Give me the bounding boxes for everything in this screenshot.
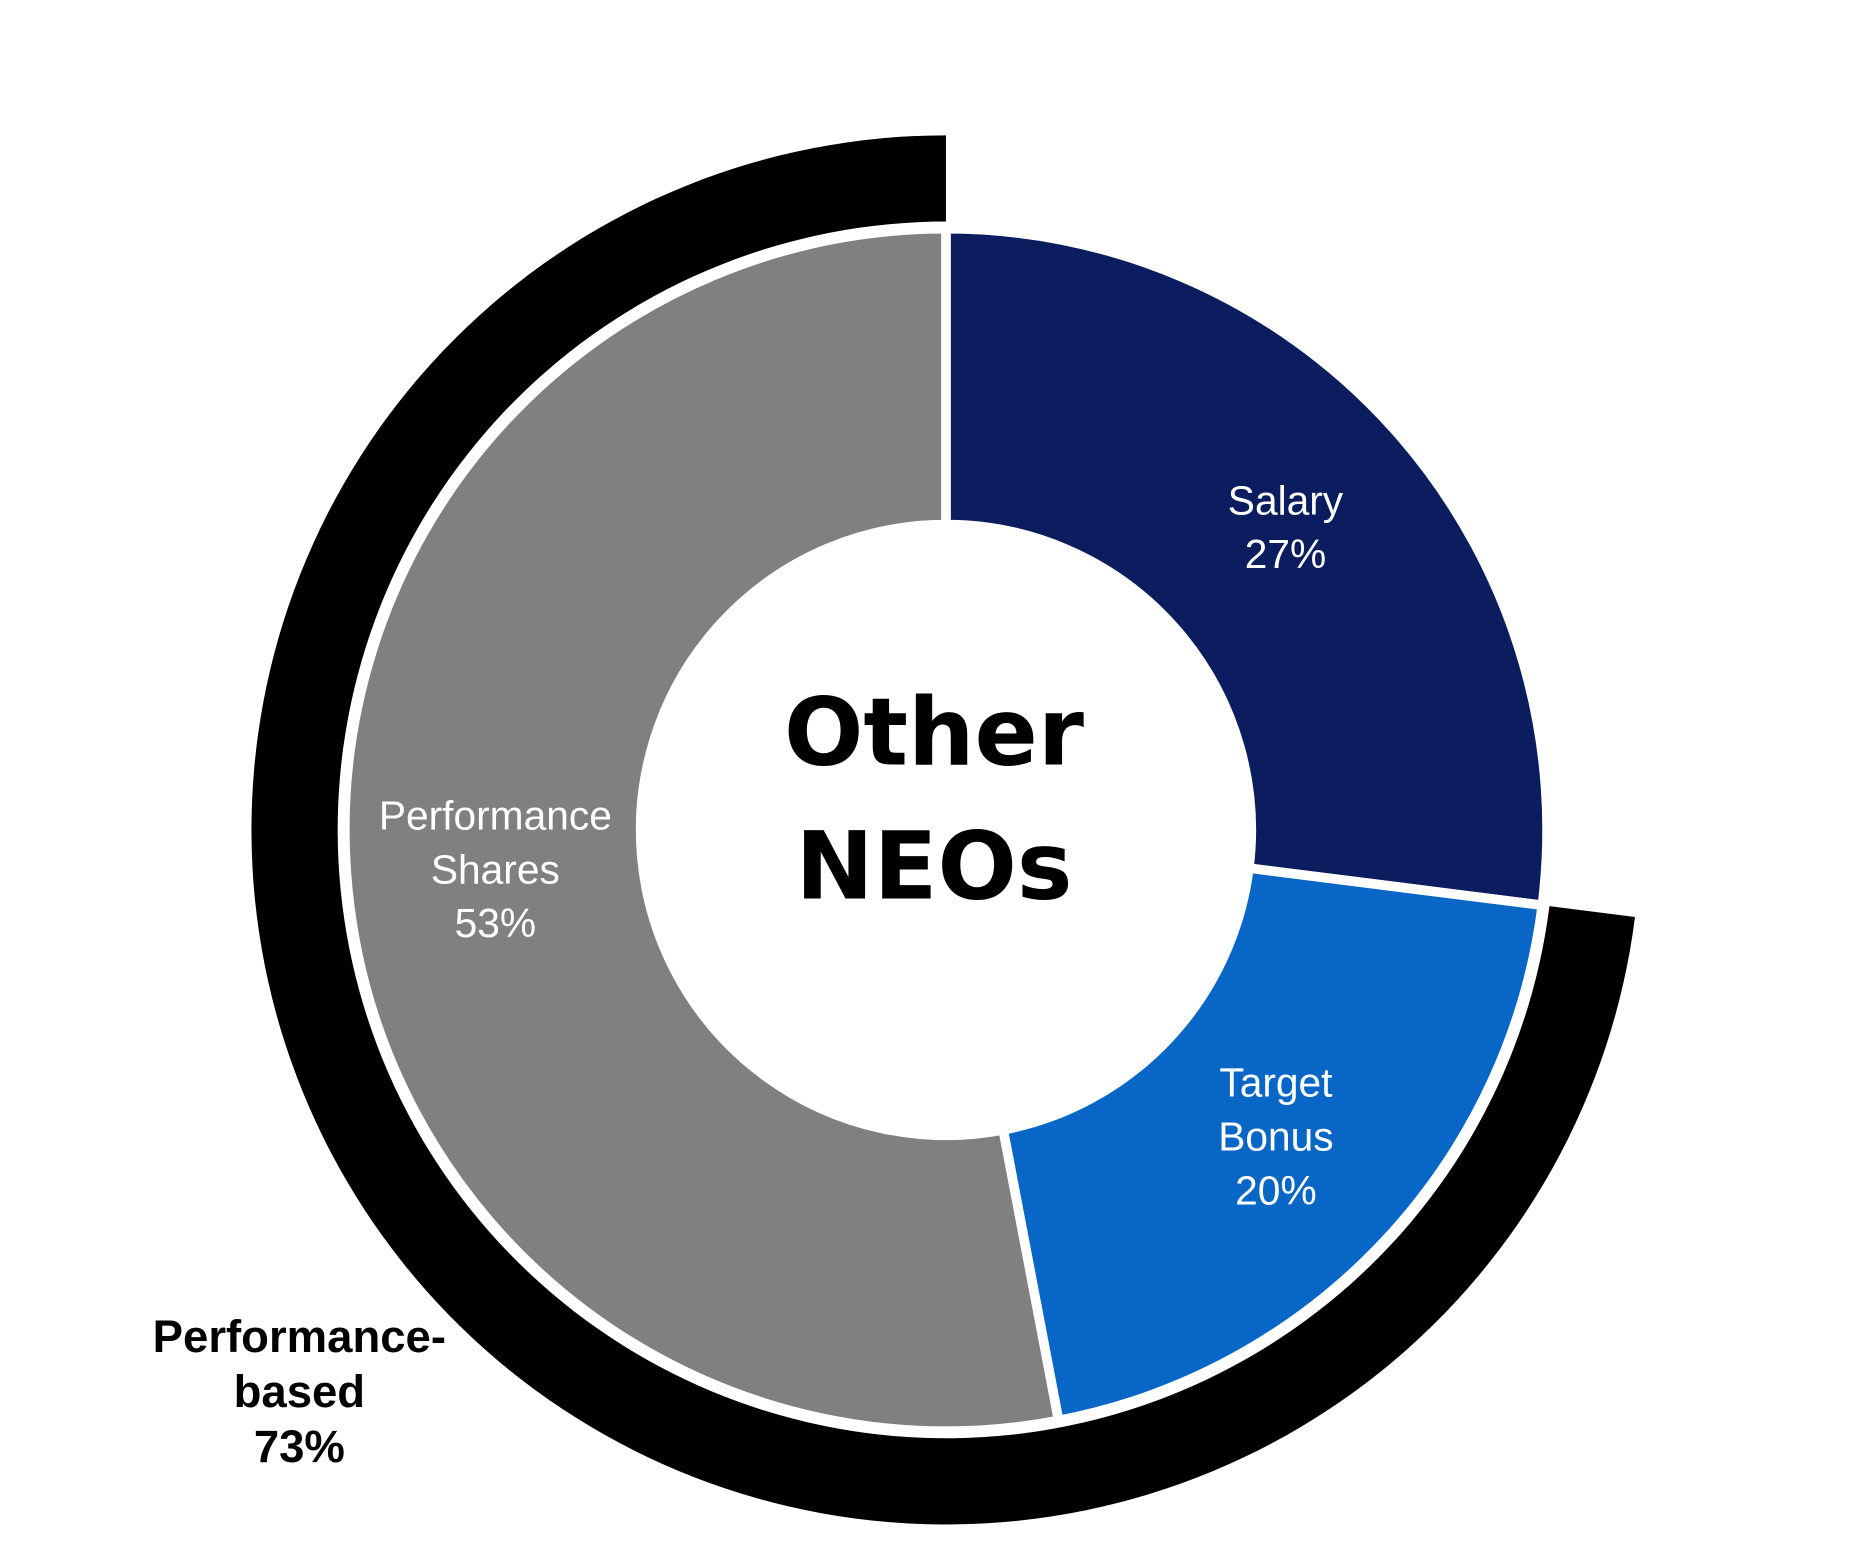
- slice-label: Performance Shares 53%: [379, 792, 612, 946]
- slice: [941, 223, 1552, 911]
- slice-label-line: 20%: [1235, 1167, 1316, 1213]
- ring-label-line: Performance-: [153, 1311, 446, 1362]
- center-title: Other NEOs: [784, 678, 1084, 921]
- slice-label-line: Performance: [379, 792, 612, 838]
- slice-label-line: Salary: [1228, 477, 1344, 523]
- slice-label-line: Target: [1219, 1060, 1333, 1106]
- slice-label: Salary 27%: [1228, 477, 1344, 577]
- center-title-line: NEOs: [796, 812, 1073, 921]
- slice-label-line: 27%: [1245, 531, 1326, 577]
- slice-label-line: Shares: [431, 846, 560, 892]
- slice-label-line: Bonus: [1218, 1114, 1333, 1160]
- ring-label-line: based: [234, 1366, 366, 1417]
- slice-label-line: 53%: [455, 900, 536, 946]
- center-title-line: Other: [784, 678, 1084, 787]
- slice-label: Target Bonus 20%: [1218, 1060, 1333, 1214]
- slice: [997, 862, 1548, 1427]
- slice: [340, 223, 1065, 1436]
- ring-label-line: 73%: [254, 1421, 345, 1472]
